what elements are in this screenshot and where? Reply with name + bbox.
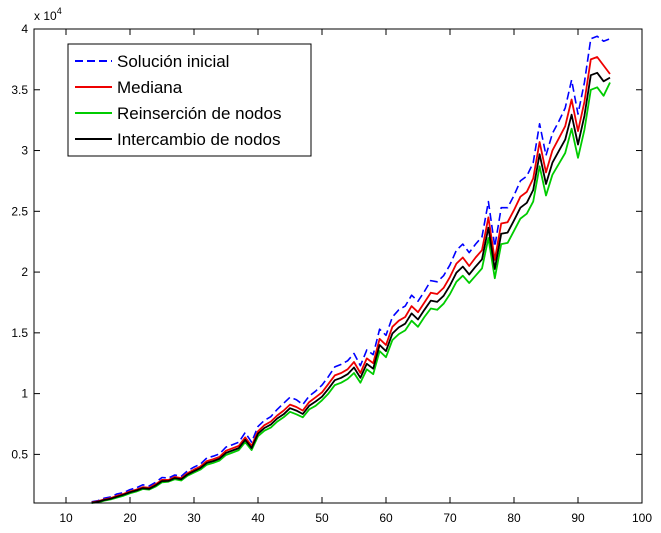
x-tick-label: 60 (379, 511, 393, 525)
legend-label-1: Mediana (117, 78, 183, 97)
y-tick-label: 4 (21, 22, 28, 36)
legend-box (67, 43, 312, 157)
y-tick-label: 1 (21, 387, 28, 401)
y-exponent-base: x 10 (34, 9, 57, 23)
x-tick-label: 20 (123, 511, 137, 525)
y-tick-label: 3 (21, 144, 28, 158)
y-tick-label: 1.5 (11, 326, 28, 340)
x-tick-label: 70 (443, 511, 457, 525)
plot-frame (33, 28, 643, 504)
legend-label-0: Solución inicial (117, 52, 229, 71)
x-tick-label: 100 (632, 511, 652, 525)
series-line-1 (91, 56, 611, 504)
y-exponent-power: 4 (57, 6, 62, 16)
x-tick-label: 50 (315, 511, 329, 525)
y-exponent-label: x 104 (34, 6, 62, 23)
y-tick-label: 2.5 (11, 204, 28, 218)
series-line-0 (91, 35, 611, 503)
y-tick-label: 2 (21, 265, 28, 279)
legend-label-2: Reinserción de nodos (117, 104, 281, 123)
y-tick-label: 3.5 (11, 83, 28, 97)
series-line-3 (91, 71, 611, 504)
plot-series (91, 35, 611, 504)
y-tick-label: 0.5 (11, 447, 28, 461)
x-tick-label: 10 (59, 511, 73, 525)
x-tick-label: 40 (251, 511, 265, 525)
x-tick-label: 80 (507, 511, 521, 525)
y-axis: 0.5 1 1.5 2 2.5 3 3.5 4 (11, 22, 642, 461)
x-tick-label: 90 (571, 511, 585, 525)
legend-label-3: Intercambio de nodos (117, 130, 281, 149)
legend: Solución inicial Mediana Reinserción de no… (67, 43, 312, 157)
series-line-2 (91, 82, 611, 504)
x-tick-label: 30 (187, 511, 201, 525)
x-axis: 10 20 30 40 50 60 70 80 90 100 (59, 29, 652, 525)
